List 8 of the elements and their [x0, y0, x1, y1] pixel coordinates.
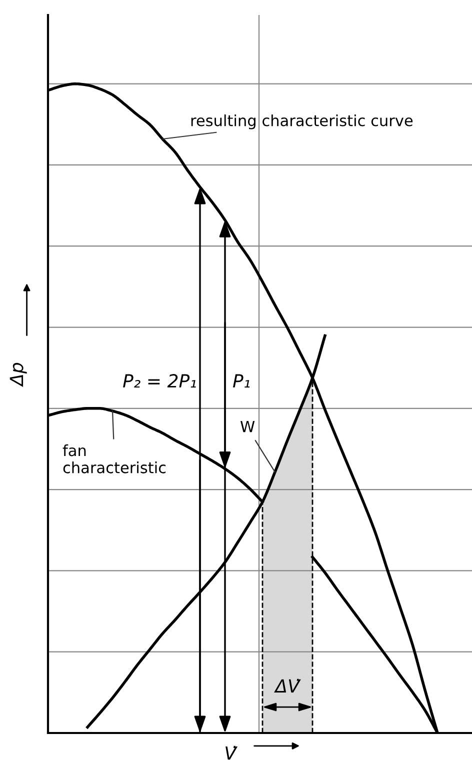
annotation: P₂ = 2P₁: [123, 374, 196, 388]
annotation: ΔV̇: [274, 678, 301, 693]
y-axis-title: Δp: [10, 362, 27, 388]
series-label: resulting characteristic curve: [191, 114, 413, 130]
text: W: [240, 420, 255, 432]
series-label: fan characteristic: [62, 444, 166, 474]
x-axis-title: V̇: [226, 746, 238, 760]
annotation: P₁: [232, 374, 250, 388]
